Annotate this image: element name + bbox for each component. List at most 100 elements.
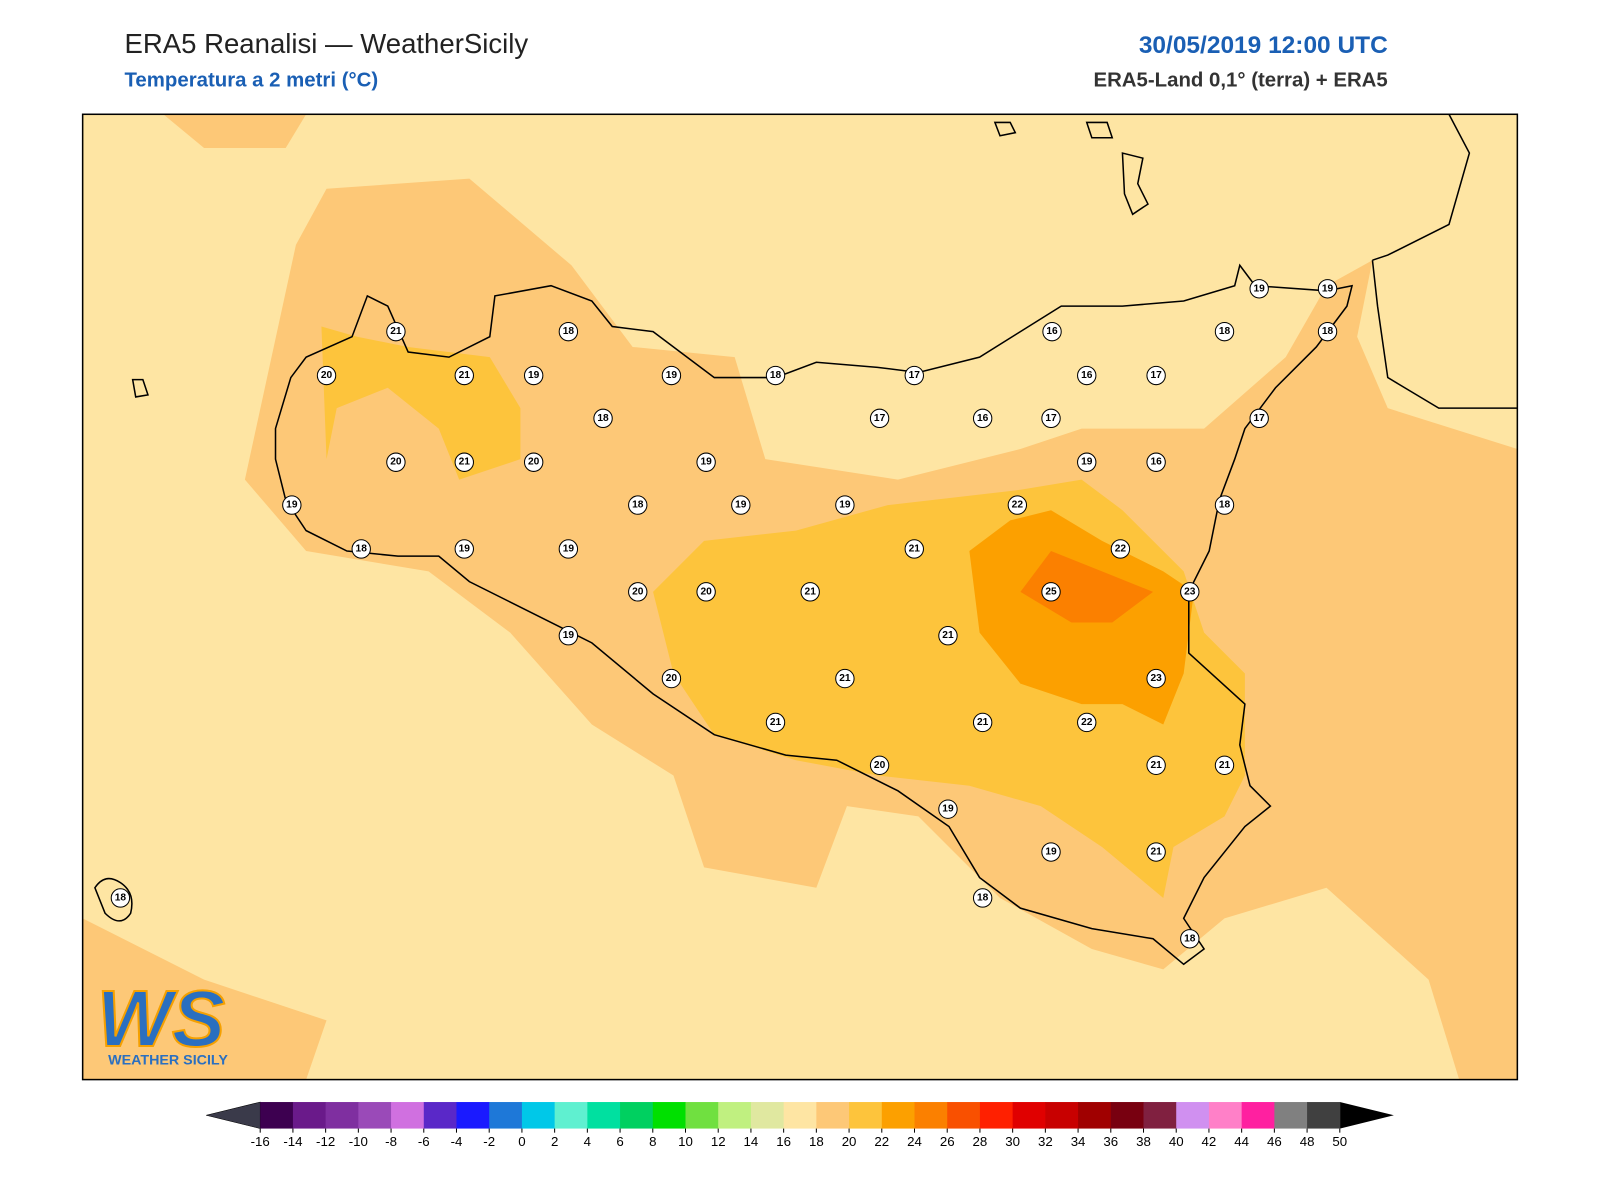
station: 19 xyxy=(523,365,544,386)
station-value: 18 xyxy=(597,413,609,424)
station: 17 xyxy=(869,408,890,429)
station: 19 xyxy=(558,626,579,646)
station-marker xyxy=(1180,582,1200,602)
colorbar-segment xyxy=(816,1102,850,1129)
station-marker xyxy=(661,668,682,689)
colorbar-segment xyxy=(292,1102,327,1129)
station-marker xyxy=(1146,755,1166,775)
station-marker xyxy=(1146,842,1166,862)
station-marker xyxy=(1317,321,1338,342)
colorbar-segment xyxy=(1012,1102,1046,1129)
station-marker xyxy=(110,888,131,908)
station: 19 xyxy=(1317,279,1338,299)
station-value: 21 xyxy=(839,673,851,684)
station-marker xyxy=(1041,582,1061,602)
station: 21 xyxy=(938,626,958,646)
station-value: 18 xyxy=(115,892,127,903)
station: 23 xyxy=(1180,582,1200,602)
station-marker xyxy=(835,668,855,689)
station: 21 xyxy=(765,712,786,733)
station-marker xyxy=(454,365,474,386)
station-value: 19 xyxy=(700,457,712,468)
station-marker xyxy=(1110,539,1131,559)
calabria-coast xyxy=(1371,260,1518,409)
station: 20 xyxy=(316,365,337,386)
station: 19 xyxy=(558,539,579,559)
colorbar-tick-label: 34 xyxy=(1071,1134,1086,1149)
colorbar-segment xyxy=(849,1102,883,1129)
station: 18 xyxy=(1180,929,1200,949)
station-marker xyxy=(1146,668,1166,689)
colorbar-tick-label: 12 xyxy=(711,1134,726,1149)
colorbar-tick-label: -8 xyxy=(385,1134,397,1149)
station: 18 xyxy=(558,321,579,342)
station-marker xyxy=(386,321,406,342)
logo: WS WEATHER SICILY xyxy=(96,973,228,1068)
station: 20 xyxy=(523,452,544,472)
station-value: 18 xyxy=(563,326,575,337)
colorbar-segment xyxy=(423,1102,458,1129)
station-value: 22 xyxy=(1081,717,1093,728)
station-marker xyxy=(869,755,890,775)
station-marker xyxy=(835,495,855,515)
colorbar-tick-label: 4 xyxy=(584,1134,591,1149)
station-value: 20 xyxy=(632,586,644,597)
station: 21 xyxy=(904,539,924,559)
station-marker xyxy=(593,408,613,429)
colorbar-segment xyxy=(881,1102,916,1129)
temp-band xyxy=(1020,551,1154,623)
colorbar-tick-label: 18 xyxy=(809,1134,824,1149)
station: 20 xyxy=(869,755,890,775)
station-marker xyxy=(282,495,302,515)
colorbar-tick-label: -2 xyxy=(483,1134,495,1149)
station: 21 xyxy=(1146,842,1166,862)
station: 18 xyxy=(110,888,131,908)
station: 21 xyxy=(1214,755,1235,775)
colorbar-tick-label: 42 xyxy=(1202,1134,1217,1149)
colorbar-tick-label: 6 xyxy=(616,1134,623,1149)
colorbar-segment xyxy=(521,1102,556,1129)
colorbar-tick-label: -16 xyxy=(251,1134,270,1149)
colorbar-segment xyxy=(914,1102,948,1129)
station: 21 xyxy=(386,321,406,342)
colorbar-segment xyxy=(1241,1102,1275,1129)
station-value: 21 xyxy=(459,457,471,468)
colorbar-segment xyxy=(1208,1102,1243,1129)
station-marker xyxy=(628,582,648,602)
colorbar-segment xyxy=(489,1102,523,1129)
colorbar-under xyxy=(206,1101,261,1129)
station-value: 17 xyxy=(1045,413,1057,424)
station-marker xyxy=(1007,495,1028,515)
station: 19 xyxy=(835,495,855,515)
station: 19 xyxy=(731,495,751,515)
station: 18 xyxy=(593,408,613,429)
station-value: 18 xyxy=(1219,326,1231,337)
station-value: 18 xyxy=(1184,933,1196,944)
station-value: 19 xyxy=(839,500,851,511)
temp-band xyxy=(321,326,521,480)
colorbar-segment xyxy=(783,1102,817,1129)
station: 20 xyxy=(661,668,682,689)
station: 22 xyxy=(1007,495,1028,515)
station: 16 xyxy=(1042,321,1062,342)
colorbar-segment xyxy=(260,1102,294,1129)
station: 17 xyxy=(1249,408,1269,429)
station-value: 20 xyxy=(700,586,712,597)
colorbar-tick-label: 30 xyxy=(1005,1134,1020,1149)
station: 18 xyxy=(1214,495,1235,515)
station: 18 xyxy=(765,365,786,386)
station: 21 xyxy=(454,365,474,386)
station-value: 25 xyxy=(1045,586,1057,597)
station-value: 18 xyxy=(977,892,989,903)
station-marker xyxy=(1146,452,1166,472)
colorbar: -16 -14 -12 -10 -8 -6 -4 -2 0 2 4 6 8 10 12 14 16 18 20 22 2… xyxy=(206,1101,1394,1149)
station-marker xyxy=(1041,408,1061,429)
temp-band xyxy=(163,114,307,148)
station: 20 xyxy=(696,582,716,602)
station-value: 20 xyxy=(528,457,540,468)
station-value: 21 xyxy=(1219,760,1231,771)
station-marker xyxy=(904,365,924,386)
station-marker xyxy=(558,539,579,559)
colorbar-segment xyxy=(554,1102,588,1129)
